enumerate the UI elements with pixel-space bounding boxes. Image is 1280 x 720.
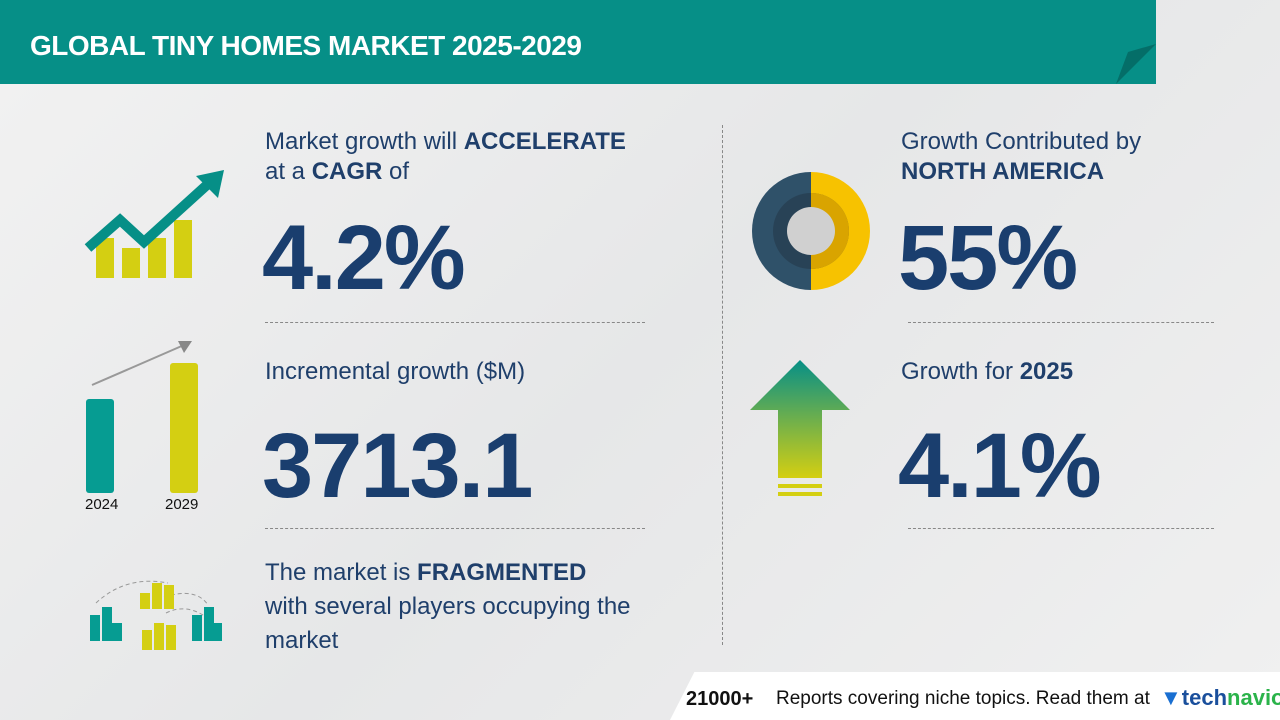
vertical-divider [722, 125, 723, 645]
cagr-line1: Market growth will ACCELERATE [265, 128, 626, 155]
footer-bar [670, 672, 1280, 720]
bar-growth-icon [86, 341, 198, 493]
divider [908, 322, 1214, 323]
growth-year-value: 4.1% [898, 415, 1102, 517]
fragmented-line1: The market is FRAGMENTED [265, 559, 587, 586]
up-arrow-icon [750, 360, 850, 496]
technavio-logo[interactable]: ▼technavio [1160, 685, 1280, 710]
cagr-value: 4.2% [262, 207, 466, 309]
divider [265, 322, 645, 323]
region-label: Growth Contributed by [901, 128, 1142, 155]
report-count: 21000+ [686, 688, 754, 710]
cagr-line2: at a CAGR of [265, 158, 410, 185]
bar-year-2029: 2029 [165, 496, 199, 513]
region-donut-icon [752, 172, 870, 290]
header-banner [0, 0, 1156, 84]
incremental-label: Incremental growth ($M) [265, 358, 526, 385]
incremental-value: 3713.1 [262, 415, 533, 517]
growth-year-label: Growth for 2025 [901, 358, 1074, 385]
divider [265, 528, 645, 529]
divider [908, 528, 1214, 529]
page-title: GLOBAL TINY HOMES MARKET 2025-2029 [30, 30, 582, 61]
fragmented-line3: market [265, 627, 339, 654]
footer-text[interactable]: Reports covering niche topics. Read them… [776, 688, 1150, 709]
fragmented-buildings-icon [90, 580, 222, 650]
bar-year-2024: 2024 [85, 496, 119, 513]
region-name: NORTH AMERICA [901, 158, 1105, 185]
growth-chart-icon [84, 170, 224, 278]
region-value: 55% [898, 207, 1078, 309]
fragmented-line2: with several players occupying the [265, 593, 631, 620]
